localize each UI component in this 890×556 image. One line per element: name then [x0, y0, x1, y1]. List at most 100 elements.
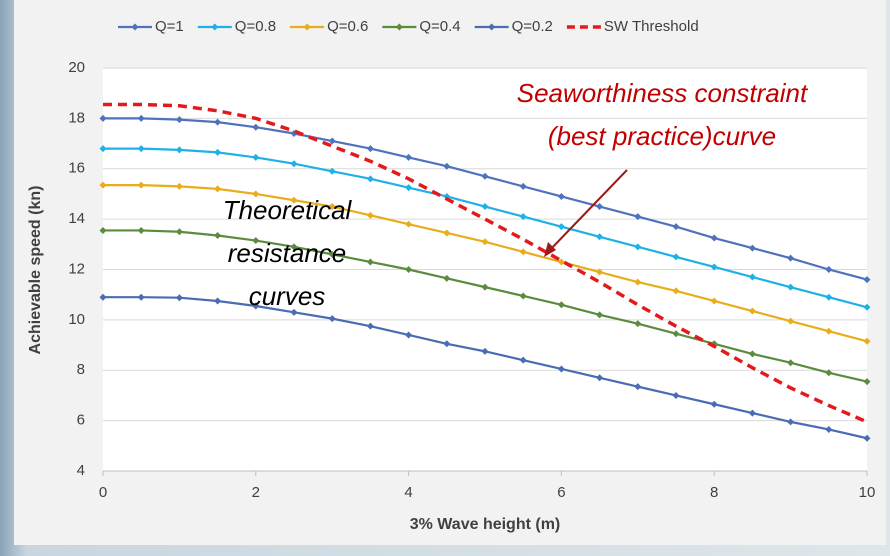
point-marker [557, 192, 565, 200]
point-marker [863, 378, 871, 386]
point-marker [825, 327, 833, 335]
point-marker [99, 145, 107, 153]
point-marker [290, 308, 298, 316]
point-marker [672, 287, 680, 295]
point-marker [596, 268, 604, 276]
point-marker [863, 337, 871, 345]
point-marker [328, 203, 336, 211]
annotation: Seaworthiness constraint [517, 78, 809, 108]
point-marker [252, 302, 260, 310]
point-marker [825, 266, 833, 273]
point-marker [557, 223, 565, 231]
annotation: (best practice)curve [548, 121, 776, 151]
point-marker [596, 233, 604, 241]
legend-label: Q=0.2 [512, 18, 553, 35]
point-marker [290, 196, 298, 204]
point-marker [481, 203, 489, 211]
point-marker [634, 213, 642, 221]
y-tick-label: 6 [77, 412, 85, 429]
point-marker [366, 258, 374, 266]
point-marker [519, 248, 527, 256]
point-marker [290, 243, 298, 251]
point-marker [99, 293, 107, 301]
point-marker [748, 409, 756, 417]
point-marker [710, 400, 718, 408]
point-marker [672, 330, 680, 338]
point-marker [252, 123, 260, 131]
y-axis-label: Achievable speed (kn) [27, 186, 44, 355]
point-marker [596, 203, 604, 211]
point-marker [214, 148, 222, 156]
point-marker [519, 213, 527, 221]
x-tick-label: 6 [557, 484, 565, 501]
point-marker [481, 172, 489, 180]
point-marker [99, 181, 107, 189]
point-marker [328, 315, 336, 323]
point-marker [557, 301, 565, 309]
point-marker [748, 307, 756, 315]
point-marker [748, 350, 756, 358]
point-marker [175, 116, 183, 124]
point-marker [137, 114, 145, 122]
point-marker [825, 293, 833, 301]
point-marker [366, 175, 374, 183]
y-tick-label: 18 [68, 109, 85, 126]
point-marker [252, 153, 260, 161]
point-marker [175, 146, 183, 154]
point-marker [405, 266, 413, 273]
series-line [103, 102, 868, 424]
legend-label: Q=0.6 [327, 18, 368, 35]
point-marker [443, 229, 451, 237]
point-marker [99, 226, 107, 234]
point-marker [328, 167, 336, 175]
point-marker [252, 190, 260, 198]
point-marker [328, 250, 336, 258]
arrow-head [544, 242, 556, 257]
point-marker [634, 320, 642, 328]
point-marker [214, 185, 222, 193]
x-tick-label: 0 [99, 484, 107, 501]
point-marker [290, 160, 298, 168]
y-tick-label: 14 [68, 210, 85, 227]
y-tick-label: 10 [68, 311, 85, 328]
point-marker [99, 114, 107, 122]
y-tick-label: 20 [68, 59, 85, 76]
point-marker [710, 263, 718, 271]
point-marker [443, 274, 451, 282]
point-marker [634, 243, 642, 251]
point-marker [214, 231, 222, 239]
legend-marker [211, 23, 219, 31]
y-tick-label: 8 [77, 361, 85, 378]
point-marker [405, 153, 413, 161]
point-marker [787, 359, 795, 367]
point-marker [214, 297, 222, 305]
point-marker [137, 145, 145, 153]
point-marker [137, 226, 145, 234]
x-tick-label: 8 [710, 484, 718, 501]
legend-marker [395, 23, 403, 31]
point-marker [863, 303, 871, 311]
legend-marker [488, 23, 496, 31]
point-marker [787, 254, 795, 262]
point-marker [825, 425, 833, 433]
legend-marker [131, 23, 139, 31]
point-marker [634, 383, 642, 391]
point-marker [596, 311, 604, 319]
annotation: resistance [228, 238, 347, 268]
point-marker [519, 356, 527, 364]
point-marker [137, 293, 145, 301]
point-marker [405, 220, 413, 228]
point-marker [366, 211, 374, 219]
point-marker [366, 322, 374, 330]
point-marker [710, 234, 718, 242]
point-marker [443, 162, 451, 170]
legend-marker [303, 23, 311, 31]
y-tick-label: 4 [77, 462, 85, 479]
point-marker [596, 374, 604, 382]
legend-label: SW Threshold [604, 18, 699, 35]
point-marker [443, 340, 451, 348]
y-tick-label: 12 [68, 260, 85, 277]
point-marker [863, 434, 871, 442]
point-marker [519, 292, 527, 300]
point-marker [787, 317, 795, 325]
